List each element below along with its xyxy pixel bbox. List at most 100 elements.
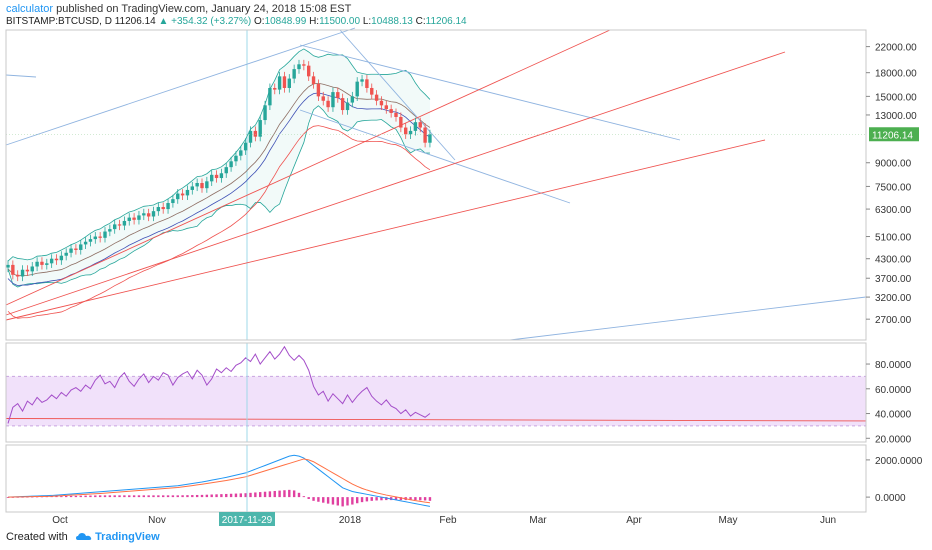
candle	[20, 269, 25, 277]
macd-histogram-bar	[166, 495, 170, 498]
macd-histogram-bar	[302, 496, 306, 498]
tradingview-brand: TradingView	[95, 531, 160, 543]
candle	[64, 252, 68, 256]
macd-histogram-bar	[360, 497, 364, 503]
macd-histogram-bar	[326, 497, 330, 504]
candle	[74, 248, 78, 250]
candle	[282, 76, 287, 88]
trendline-red-1	[5, 29, 611, 306]
macd-histogram-bar	[341, 497, 344, 507]
macd-histogram-bar	[137, 495, 141, 498]
candle	[331, 92, 335, 108]
candle	[248, 130, 253, 143]
macd-histogram-bar	[268, 491, 272, 498]
close-value: 11206.14	[425, 16, 467, 27]
candle	[176, 193, 180, 200]
macd-histogram-bar	[288, 489, 291, 498]
candle	[292, 69, 296, 79]
macd-histogram-bar	[128, 495, 131, 498]
macd-histogram-bar	[162, 495, 165, 498]
macd-histogram-bar	[399, 497, 403, 501]
candle	[98, 236, 102, 238]
trendline-blue-bottom	[509, 296, 867, 341]
macd-histogram-bar	[375, 497, 378, 501]
candle	[69, 248, 73, 253]
macd-histogram-bar	[118, 495, 121, 498]
price-tick-label: 2700.00	[875, 315, 912, 326]
macd-panel[interactable]	[6, 445, 432, 512]
candle	[340, 98, 345, 111]
candle	[350, 96, 355, 103]
open-value: 10848.99	[264, 16, 307, 27]
macd-histogram-bar	[336, 497, 339, 506]
author-link[interactable]: calculator	[6, 3, 54, 15]
macd-histogram-bar	[254, 492, 257, 498]
candle	[408, 130, 413, 135]
macd-histogram-bar	[210, 494, 213, 498]
ohlc-line: BITSTAMP:BTCUSD, D 11206.14 ▲ +354.32 (+…	[6, 16, 467, 27]
candle	[108, 229, 112, 232]
candle	[404, 127, 408, 135]
candle	[311, 76, 316, 84]
rsi-band	[6, 376, 866, 426]
candle	[418, 122, 422, 128]
candle	[239, 150, 243, 156]
symbol-label[interactable]: BITSTAMP:BTCUSD, D	[6, 16, 112, 27]
candle	[151, 211, 156, 217]
candle	[137, 215, 141, 220]
trendline-blue-channel-top	[299, 44, 681, 141]
macd-frame	[5, 444, 867, 513]
price-panel[interactable]	[5, 27, 867, 341]
chart-area[interactable]: 22000.00 18000.00 15000.00 13000.00 11206.14…	[0, 0, 932, 528]
price-tick-label: 9000.00	[875, 159, 912, 170]
rsi-trendline	[5, 418, 867, 422]
macd-histogram-bar	[428, 497, 432, 501]
price-tick-label: 3700.00	[875, 274, 912, 285]
candle	[117, 224, 122, 226]
macd-histogram-bar	[249, 492, 252, 498]
macd-histogram-bar	[297, 492, 301, 498]
candle	[83, 241, 88, 245]
macd-histogram-bar	[365, 497, 369, 502]
candle	[370, 87, 374, 95]
price-tick-label: 7500.00	[875, 182, 912, 193]
published-text: published on TradingView.com, January 24…	[56, 3, 352, 15]
time-tick-label: Mar	[529, 515, 547, 526]
macd-histogram-bar	[423, 497, 427, 501]
candle	[79, 244, 83, 250]
candle	[268, 87, 272, 106]
macd-histogram-bar	[176, 495, 179, 498]
candle	[45, 263, 49, 265]
highlighted-date-label: 2017-11-29	[222, 515, 273, 526]
candle	[428, 134, 432, 143]
candle	[190, 186, 194, 190]
macd-histogram-bar	[69, 495, 73, 498]
macd-histogram-bar	[55, 496, 58, 498]
time-tick-label: Jun	[820, 515, 836, 526]
candle	[156, 207, 161, 212]
candle	[229, 161, 233, 168]
candle	[297, 64, 301, 70]
macd-histogram-bar	[94, 495, 97, 498]
macd-histogram-bar	[385, 497, 388, 501]
candle	[200, 183, 204, 189]
rsi-tick-label: 40.0000	[875, 410, 912, 421]
macd-histogram-bar	[103, 495, 107, 498]
macd-histogram-bar	[113, 495, 116, 498]
candle	[224, 167, 228, 174]
macd-histogram-bar	[89, 495, 92, 498]
moving-average-short	[7, 82, 431, 277]
macd-histogram-bar	[200, 494, 204, 498]
tradingview-logo[interactable]: TradingView	[76, 531, 160, 543]
up-triangle-icon: ▲	[158, 16, 169, 27]
macd-tick-label: 2000.0000	[875, 456, 923, 467]
rsi-panel[interactable]	[5, 343, 867, 442]
footer: Created with TradingView	[0, 528, 932, 550]
macd-histogram-bar	[331, 497, 335, 505]
price-tick-label: 22000.00	[875, 43, 917, 54]
close-label: C:	[415, 16, 426, 27]
macd-histogram-bar	[79, 495, 82, 498]
macd-histogram-bar	[123, 495, 126, 498]
candle	[316, 83, 321, 97]
candle	[273, 87, 277, 90]
